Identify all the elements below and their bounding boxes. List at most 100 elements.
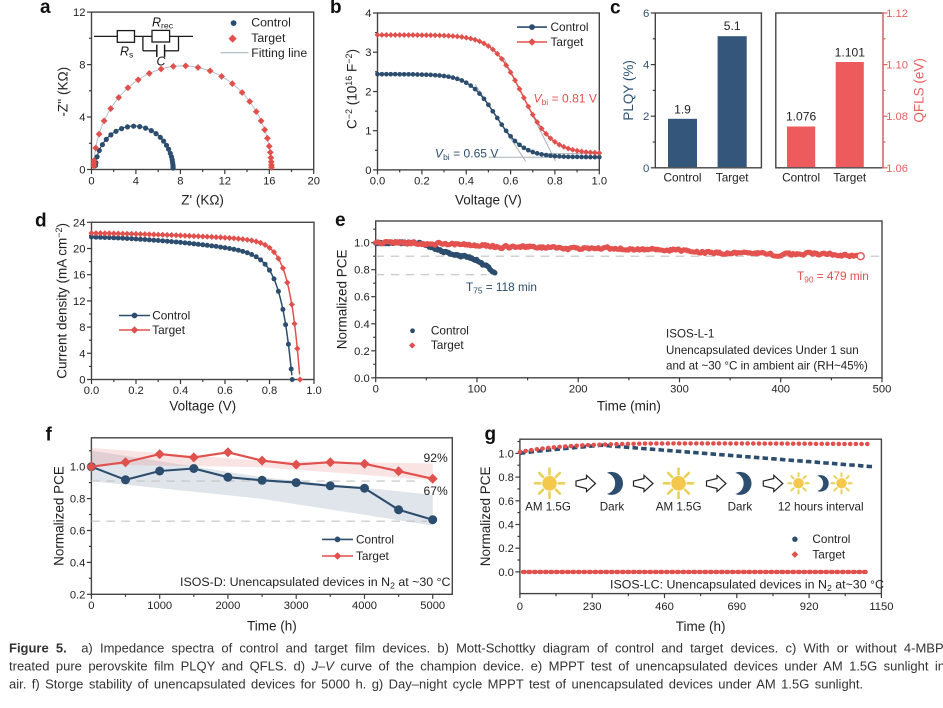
svg-text:C: C: [157, 55, 167, 69]
svg-text:1.08: 1.08: [886, 111, 908, 123]
svg-text:0.0: 0.0: [354, 373, 370, 385]
svg-text:0.4: 0.4: [173, 385, 189, 397]
svg-text:20: 20: [73, 244, 85, 256]
svg-text:4: 4: [79, 348, 85, 360]
svg-text:6: 6: [643, 8, 649, 20]
svg-text:1000: 1000: [147, 600, 172, 612]
svg-text:Target: Target: [152, 323, 186, 337]
svg-text:T90 = 479 min: T90 = 479 min: [797, 269, 869, 285]
svg-text:Vbi = 0.65 V: Vbi = 0.65 V: [435, 147, 499, 163]
svg-text:230: 230: [583, 601, 602, 613]
svg-text:Rrec: Rrec: [152, 16, 174, 31]
svg-text:1.12: 1.12: [886, 8, 908, 20]
svg-text:0: 0: [79, 375, 85, 387]
svg-text:4: 4: [643, 60, 649, 72]
svg-text:Target: Target: [551, 35, 585, 49]
svg-text:0: 0: [643, 163, 649, 175]
svg-text:ISOS-L-1: ISOS-L-1: [666, 328, 714, 341]
svg-text:12: 12: [219, 175, 231, 187]
svg-text:0: 0: [88, 175, 94, 187]
svg-text:Time (h): Time (h): [247, 619, 297, 634]
svg-text:0.6: 0.6: [354, 292, 370, 304]
svg-text:e: e: [335, 210, 346, 231]
svg-text:Normalized PCE: Normalized PCE: [335, 250, 350, 350]
svg-text:0.6: 0.6: [498, 496, 514, 508]
svg-text:920: 920: [800, 601, 819, 613]
svg-text:Control: Control: [782, 171, 820, 185]
svg-text:8: 8: [79, 322, 85, 334]
svg-text:0.2: 0.2: [354, 346, 370, 358]
svg-text:Control: Control: [431, 324, 469, 338]
svg-text:Target: Target: [833, 171, 867, 185]
svg-text:460: 460: [655, 601, 674, 613]
svg-text:0.2: 0.2: [128, 385, 144, 397]
svg-text:300: 300: [670, 384, 689, 396]
svg-text:0: 0: [517, 601, 523, 613]
svg-text:Target: Target: [356, 549, 390, 563]
svg-text:2000: 2000: [215, 600, 240, 612]
svg-text:5.1: 5.1: [724, 19, 741, 33]
svg-text:0.2: 0.2: [498, 543, 514, 555]
svg-text:0.2: 0.2: [414, 175, 430, 187]
svg-text:Z' (KΩ): Z' (KΩ): [181, 193, 224, 208]
svg-text:Vbi = 0.81 V: Vbi = 0.81 V: [534, 92, 598, 108]
svg-text:Target: Target: [431, 338, 465, 352]
svg-text:0.8: 0.8: [547, 175, 563, 187]
svg-text:0.6: 0.6: [217, 385, 233, 397]
svg-text:4: 4: [133, 175, 139, 187]
svg-text:QFLS (eV): QFLS (eV): [912, 58, 927, 123]
svg-text:0.6: 0.6: [503, 175, 519, 187]
svg-text:100: 100: [468, 384, 487, 396]
svg-text:Figure 5. a) Impedance spectr: Figure 5. a) Impedance spectra of contro…: [9, 641, 943, 656]
svg-text:1.0: 1.0: [306, 385, 322, 397]
svg-text:Fitting line: Fitting line: [251, 46, 307, 60]
svg-text:1.076: 1.076: [786, 110, 817, 124]
svg-text:b: b: [330, 0, 342, 18]
svg-text:16: 16: [73, 270, 85, 282]
svg-text:0.2: 0.2: [70, 589, 86, 601]
svg-text:3: 3: [365, 47, 371, 59]
svg-text:d: d: [35, 211, 47, 232]
svg-text:Target: Target: [251, 31, 286, 45]
svg-text:12: 12: [73, 296, 85, 308]
svg-text:0: 0: [373, 384, 379, 396]
svg-text:8: 8: [79, 60, 85, 72]
svg-text:0.4: 0.4: [354, 319, 370, 331]
svg-text:92%: 92%: [424, 451, 448, 465]
svg-text:1.9: 1.9: [674, 103, 691, 117]
svg-text:3000: 3000: [284, 600, 309, 612]
svg-text:1150: 1150: [869, 601, 893, 613]
svg-text:1.101: 1.101: [835, 46, 866, 60]
svg-text:12 hours interval: 12 hours interval: [778, 501, 864, 514]
svg-text:5000: 5000: [420, 600, 445, 612]
svg-text:4000: 4000: [352, 600, 377, 612]
svg-text:C−2 (1016 F−2): C−2 (1016 F−2): [344, 49, 360, 129]
svg-text:0.0: 0.0: [370, 175, 386, 187]
svg-text:4: 4: [365, 8, 371, 20]
svg-text:0.0: 0.0: [84, 385, 100, 397]
svg-text:0.4: 0.4: [70, 557, 86, 569]
svg-text:400: 400: [771, 384, 790, 396]
svg-text:AM 1.5G: AM 1.5G: [525, 501, 571, 514]
svg-text:2: 2: [643, 111, 649, 123]
svg-text:20: 20: [307, 175, 319, 187]
svg-text:Current density (mA cm−2): Current density (mA cm−2): [54, 223, 70, 379]
svg-text:Time (h): Time (h): [676, 619, 726, 634]
svg-text:8: 8: [177, 175, 183, 187]
svg-text:16: 16: [263, 175, 275, 187]
svg-text:0: 0: [88, 600, 94, 612]
svg-text:g: g: [485, 424, 497, 445]
svg-text:0: 0: [79, 165, 85, 177]
svg-text:67%: 67%: [424, 484, 448, 498]
svg-text:12: 12: [73, 7, 85, 19]
svg-text:Dark: Dark: [600, 501, 625, 514]
svg-text:0.8: 0.8: [498, 472, 514, 484]
svg-text:air. f) Storge stability of un: air. f) Storge stability of unencapsulat…: [9, 677, 863, 692]
svg-text:Control: Control: [551, 20, 589, 34]
svg-text:690: 690: [727, 601, 746, 613]
svg-text:Rs: Rs: [120, 45, 134, 60]
svg-text:a: a: [40, 0, 51, 18]
svg-text:1: 1: [365, 126, 371, 138]
svg-text:1.10: 1.10: [886, 60, 908, 72]
svg-text:and at ~30 °C in ambient air (: and at ~30 °C in ambient air (RH~45%): [666, 360, 868, 373]
